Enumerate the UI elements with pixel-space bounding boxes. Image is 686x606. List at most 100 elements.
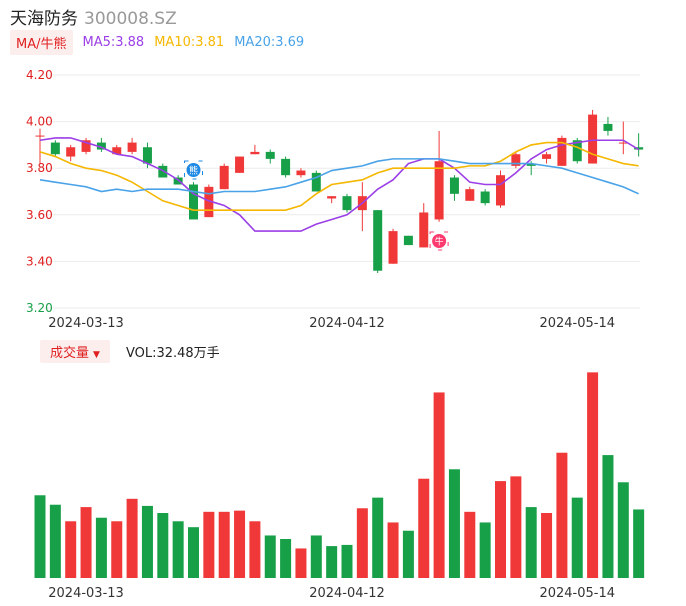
candle-body <box>112 147 122 155</box>
bull-icon: 牛 <box>429 231 449 251</box>
volume-legend: 成交量 ▼ VOL:32.48万手 <box>40 339 220 363</box>
candle-body <box>373 210 383 271</box>
candle-body <box>572 140 582 162</box>
date-tick-label: 2024-05-14 <box>539 586 615 601</box>
candle <box>388 228 398 264</box>
candle-body <box>449 177 459 194</box>
candle-body <box>189 184 198 220</box>
candle <box>81 137 91 155</box>
candle-body <box>465 189 475 201</box>
candle-body <box>588 114 598 164</box>
volume-bar <box>218 511 230 578</box>
candle-body <box>434 161 444 220</box>
candle-body <box>496 175 505 206</box>
volume-bar <box>356 508 368 578</box>
volume-bar <box>541 513 553 578</box>
volume-bar <box>479 522 491 578</box>
price-tick-label: 3.60 <box>26 208 53 222</box>
candle-body <box>526 163 536 166</box>
bull-icon-badge <box>432 234 447 248</box>
candle <box>265 149 275 164</box>
date-tick-label: 2024-04-12 <box>309 586 385 601</box>
candle-body <box>173 177 183 185</box>
caret-down-icon: ▼ <box>93 349 100 360</box>
stock-code: 300008.SZ <box>84 9 177 29</box>
candle-body <box>219 165 229 190</box>
candle-body <box>542 154 552 159</box>
candle-body <box>403 235 413 246</box>
candle <box>250 144 260 155</box>
ma20-line <box>39 158 639 195</box>
price-tick-label: 4.20 <box>26 68 53 82</box>
candle <box>403 235 413 246</box>
candle <box>112 144 122 155</box>
volume-bar <box>510 476 522 578</box>
candle-body <box>66 147 76 157</box>
candle <box>419 203 429 248</box>
date-tick-label: 2024-03-13 <box>48 586 124 601</box>
volume-bar <box>111 521 123 578</box>
ma5-line <box>39 137 640 232</box>
volume-bar <box>141 505 153 578</box>
volume-bar <box>633 509 645 578</box>
volume-bar <box>448 469 460 578</box>
ma-indicator-toggle[interactable]: MA/牛熊 <box>10 29 73 55</box>
bear-icon-badge <box>186 163 201 177</box>
ma10-line <box>39 141 639 211</box>
candle-body <box>81 140 91 152</box>
volume-bar <box>464 511 476 578</box>
ma-legend: MA/牛熊 MA5:3.88 MA10:3.81 MA20:3.69 <box>10 29 304 55</box>
volume-indicator-dropdown[interactable]: 成交量 ▼ <box>40 339 110 363</box>
candle <box>281 156 291 178</box>
price-tick-label: 3.80 <box>26 161 53 175</box>
volume-bar <box>234 510 246 578</box>
volume-bar <box>602 455 614 578</box>
candle-body <box>250 151 260 155</box>
candle-body <box>265 151 275 159</box>
candle-body <box>388 231 398 264</box>
candle <box>634 133 644 157</box>
candle <box>557 135 567 166</box>
volume-bar <box>280 539 292 578</box>
bear-icon-frame <box>184 160 203 180</box>
volume-bar <box>65 521 77 578</box>
candle <box>373 210 383 274</box>
ma10-value: MA10:3.81 <box>154 34 225 50</box>
candle-body <box>634 147 644 150</box>
volume-bar <box>203 511 215 578</box>
volume-bar <box>433 392 445 578</box>
candle <box>496 170 505 208</box>
volume-bar <box>525 507 537 578</box>
volume-bar <box>402 530 414 578</box>
candle <box>327 196 337 204</box>
bull-icon-frame <box>429 231 449 251</box>
volume-bar <box>95 517 107 578</box>
candle <box>465 186 475 201</box>
candle-body <box>511 154 521 166</box>
candle <box>311 170 321 192</box>
volume-bar <box>495 481 506 578</box>
volume-value: VOL:32.48万手 <box>125 345 220 361</box>
volume-bar <box>49 504 61 578</box>
volume-bar <box>157 513 169 578</box>
volume-bar <box>587 372 599 578</box>
volume-indicator-label: 成交量 <box>50 345 90 361</box>
candle-body <box>342 196 352 211</box>
candle-body <box>419 212 429 248</box>
volume-bar <box>387 522 399 578</box>
candle-body <box>281 158 291 176</box>
candle-body <box>603 123 613 131</box>
candle-body <box>296 170 306 176</box>
price-tick-label: 4.00 <box>26 115 53 129</box>
volume-bar <box>617 482 629 578</box>
ma5-value: MA5:3.88 <box>82 34 145 50</box>
volume-bar <box>249 521 261 578</box>
candle-body <box>311 172 321 192</box>
stock-name: 天海防务 <box>10 9 78 29</box>
candle-body <box>618 142 628 144</box>
candle <box>618 121 628 155</box>
bear-icon: 熊 <box>184 160 203 180</box>
volume-bar <box>126 498 138 578</box>
